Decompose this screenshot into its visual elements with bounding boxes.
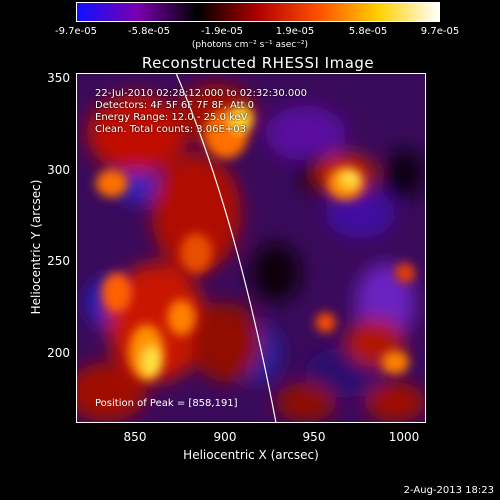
y-tick-label: 200 xyxy=(47,346,70,360)
x-axis-label: Heliocentric X (arcsec) xyxy=(183,448,319,462)
colorbar-tick: 9.7e-05 xyxy=(420,26,460,37)
colorbar-gradient xyxy=(77,3,439,21)
colorbar-tick: 1.9e-05 xyxy=(275,26,315,37)
plot-title: Reconstructed RHESSI Image xyxy=(141,54,375,72)
y-tick-label: 350 xyxy=(47,71,70,85)
info-total-counts: Clean. Total counts: 3.06E+03 xyxy=(95,124,246,135)
colorbar-units: (photons cm⁻² s⁻¹ asec⁻²) xyxy=(191,40,309,50)
image-bright-regions xyxy=(95,104,416,381)
info-time-range: 22-Jul-2010 02:28:12.000 to 02:32:30.000 xyxy=(95,88,307,99)
y-tick-label: 250 xyxy=(47,254,70,268)
x-tick-label: 1000 xyxy=(388,430,420,444)
colorbar-tick: -9.7e-05 xyxy=(55,26,97,37)
y-tick-label: 300 xyxy=(47,163,70,177)
peak-position: Position of Peak = [858,191] xyxy=(95,398,238,409)
footer-date: 2-Aug-2013 18:23 xyxy=(403,485,494,496)
solar-limb-line xyxy=(175,74,277,422)
x-tick-label: 900 xyxy=(213,430,237,444)
colorbar xyxy=(76,2,440,22)
colorbar-tick: -5.8e-05 xyxy=(128,26,170,37)
x-tick-label: 850 xyxy=(123,430,147,444)
colorbar-tick: -1.9e-05 xyxy=(201,26,243,37)
info-energy-range: Energy Range: 12.0 - 25.0 keV xyxy=(95,112,248,123)
image-structures xyxy=(77,83,425,422)
info-detectors: Detectors: 4F 5F 6F 7F 8F, Att 0 xyxy=(95,100,255,111)
x-tick-label: 950 xyxy=(302,430,326,444)
rhessi-image xyxy=(77,74,425,422)
colorbar-tick: 5.8e-05 xyxy=(348,26,388,37)
image-plot xyxy=(76,73,426,423)
y-axis-label: Heliocentric Y (arcsec) xyxy=(29,179,43,315)
